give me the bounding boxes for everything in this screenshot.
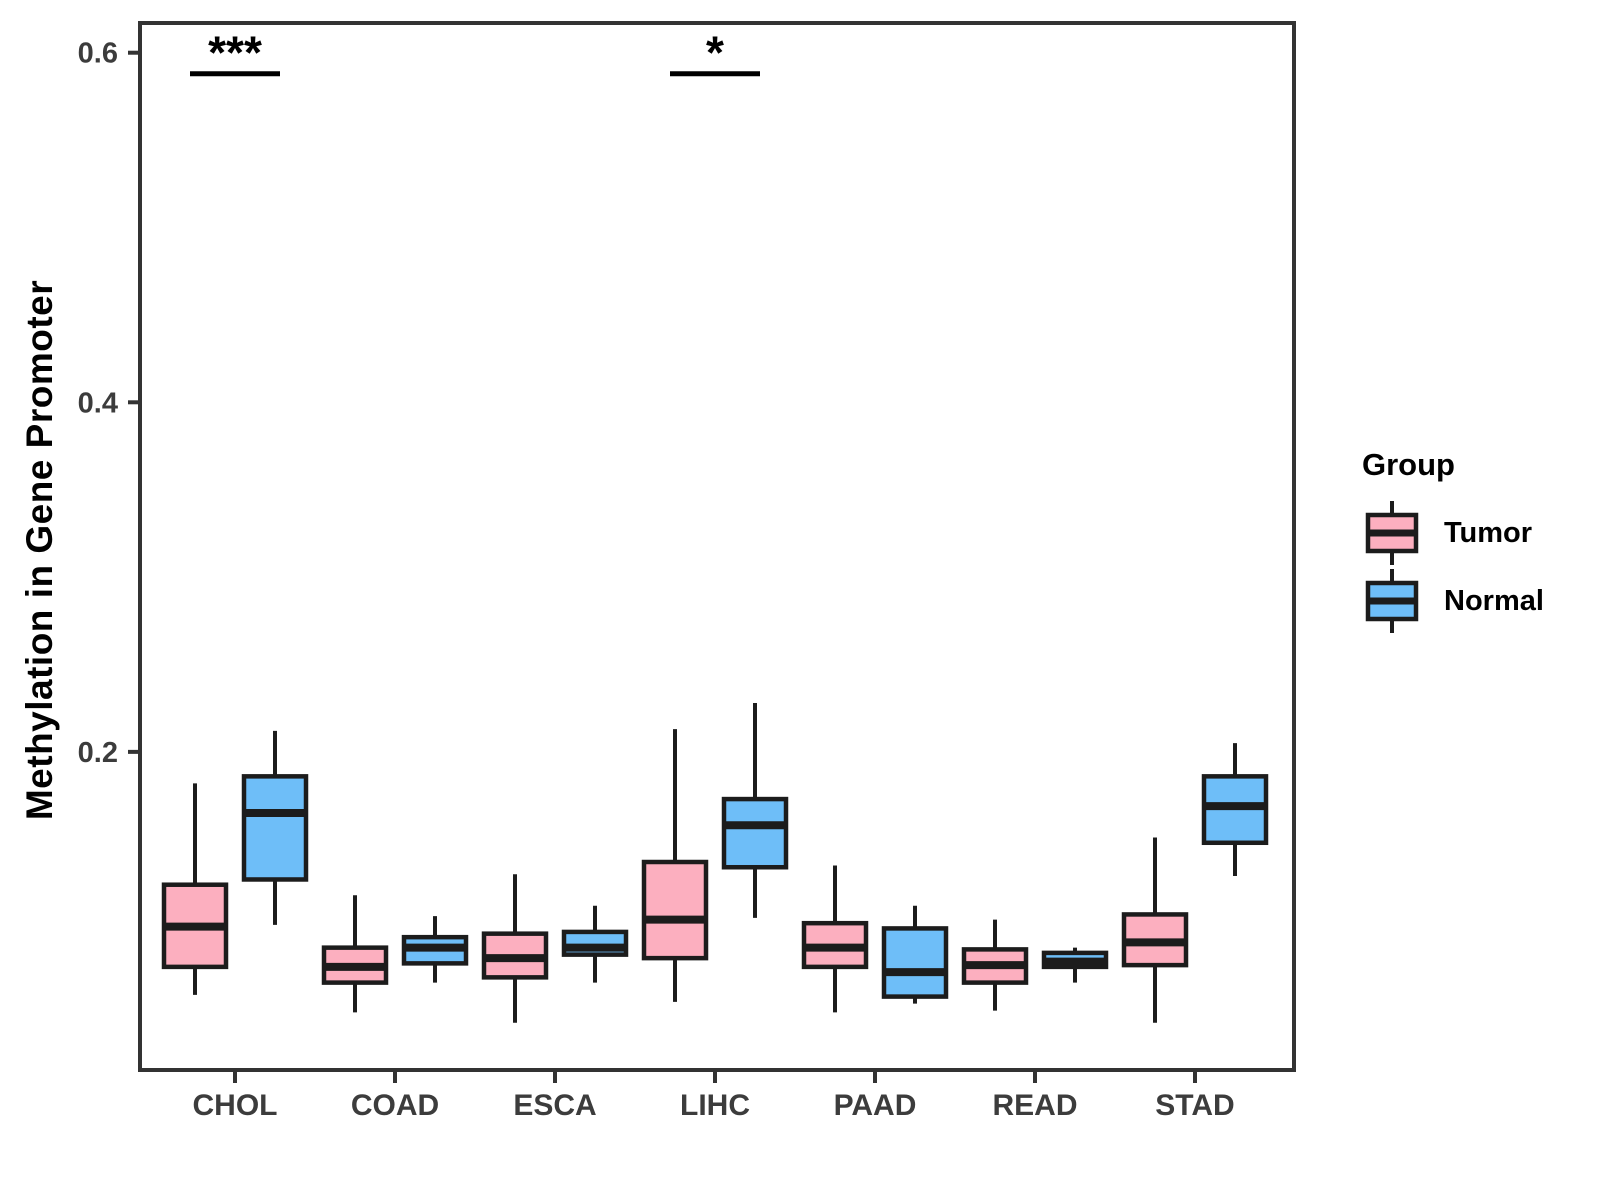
- legend-label-tumor: Tumor: [1444, 516, 1533, 549]
- box-rect: [881, 926, 949, 999]
- legend-label-normal: Normal: [1444, 584, 1544, 617]
- y-axis-label: Methylation in Gene Promoter: [19, 279, 60, 821]
- normal-boxplot-icon: [1365, 569, 1419, 633]
- significance-label: ***: [208, 27, 262, 79]
- x-tick-label: ESCA: [513, 1089, 596, 1122]
- tumor-boxplot-icon: [1365, 501, 1419, 565]
- legend-item-tumor: Tumor: [1362, 499, 1544, 567]
- x-tick-label: LIHC: [680, 1089, 750, 1122]
- legend: Group Tumor Normal: [1362, 447, 1544, 635]
- x-tick-label: READ: [992, 1089, 1077, 1122]
- x-tick-label: STAD: [1155, 1089, 1234, 1122]
- y-tick-label: 0.4: [78, 387, 118, 419]
- x-tick-label: COAD: [351, 1089, 439, 1122]
- y-tick-label: 0.6: [78, 38, 118, 70]
- box-rect: [641, 859, 709, 961]
- box-rect: [241, 774, 309, 882]
- plot-border: [138, 21, 1296, 1072]
- y-tick-label: 0.2: [78, 737, 118, 769]
- x-tick-label: PAAD: [834, 1089, 917, 1122]
- x-tick-label: CHOL: [193, 1089, 278, 1122]
- box-rect: [721, 796, 789, 870]
- legend-item-normal: Normal: [1362, 567, 1544, 635]
- legend-title: Group: [1362, 447, 1455, 482]
- significance-label: *: [706, 27, 724, 79]
